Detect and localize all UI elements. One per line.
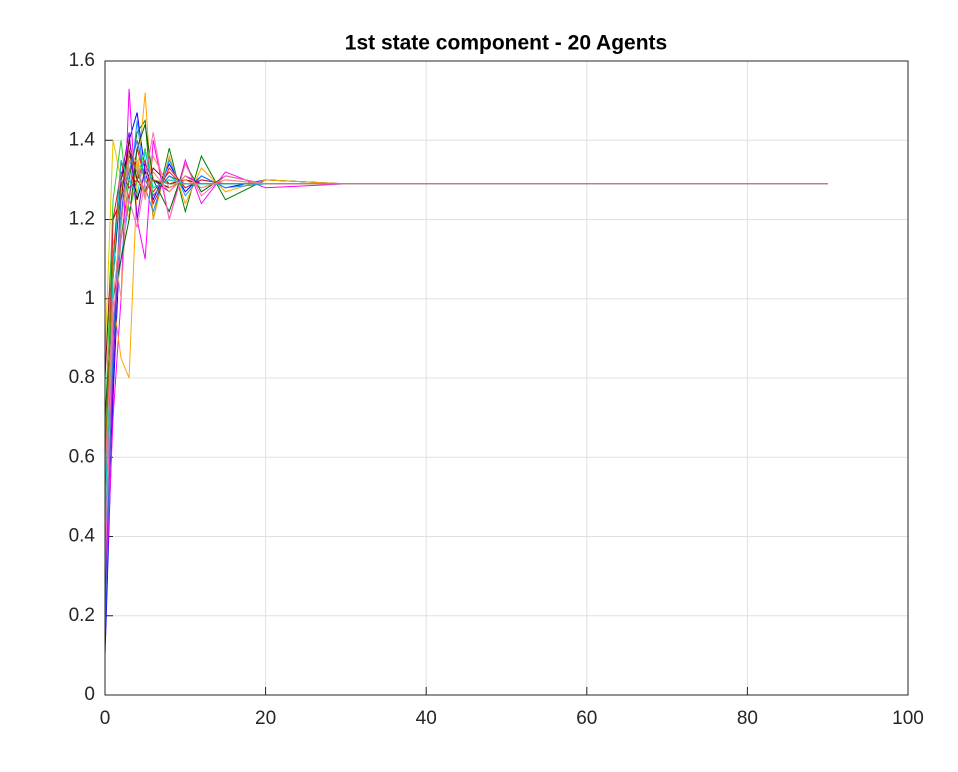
y-tick-label: 1.6	[69, 50, 95, 71]
y-tick-label: 0.2	[69, 605, 95, 626]
x-tick-label: 0	[100, 708, 111, 729]
y-tick-label: 1	[84, 288, 95, 309]
y-tick-label: 0.8	[69, 367, 95, 388]
y-tick-label: 1.4	[69, 129, 96, 150]
y-tick-label: 1.2	[69, 209, 95, 230]
y-tick-label: 0.4	[69, 526, 96, 547]
x-tick-label: 20	[255, 708, 276, 729]
series-line	[104, 146, 828, 478]
x-tick-label: 80	[737, 708, 758, 729]
x-tick-label: 60	[576, 708, 597, 729]
x-tick-label: 40	[416, 708, 437, 729]
chart-title: 1st state component - 20 Agents	[345, 32, 667, 55]
plot-frame	[104, 60, 909, 696]
y-tick-label: 0	[84, 684, 95, 705]
x-tick-label: 100	[892, 708, 924, 729]
y-tick-label: 0.6	[69, 446, 95, 467]
